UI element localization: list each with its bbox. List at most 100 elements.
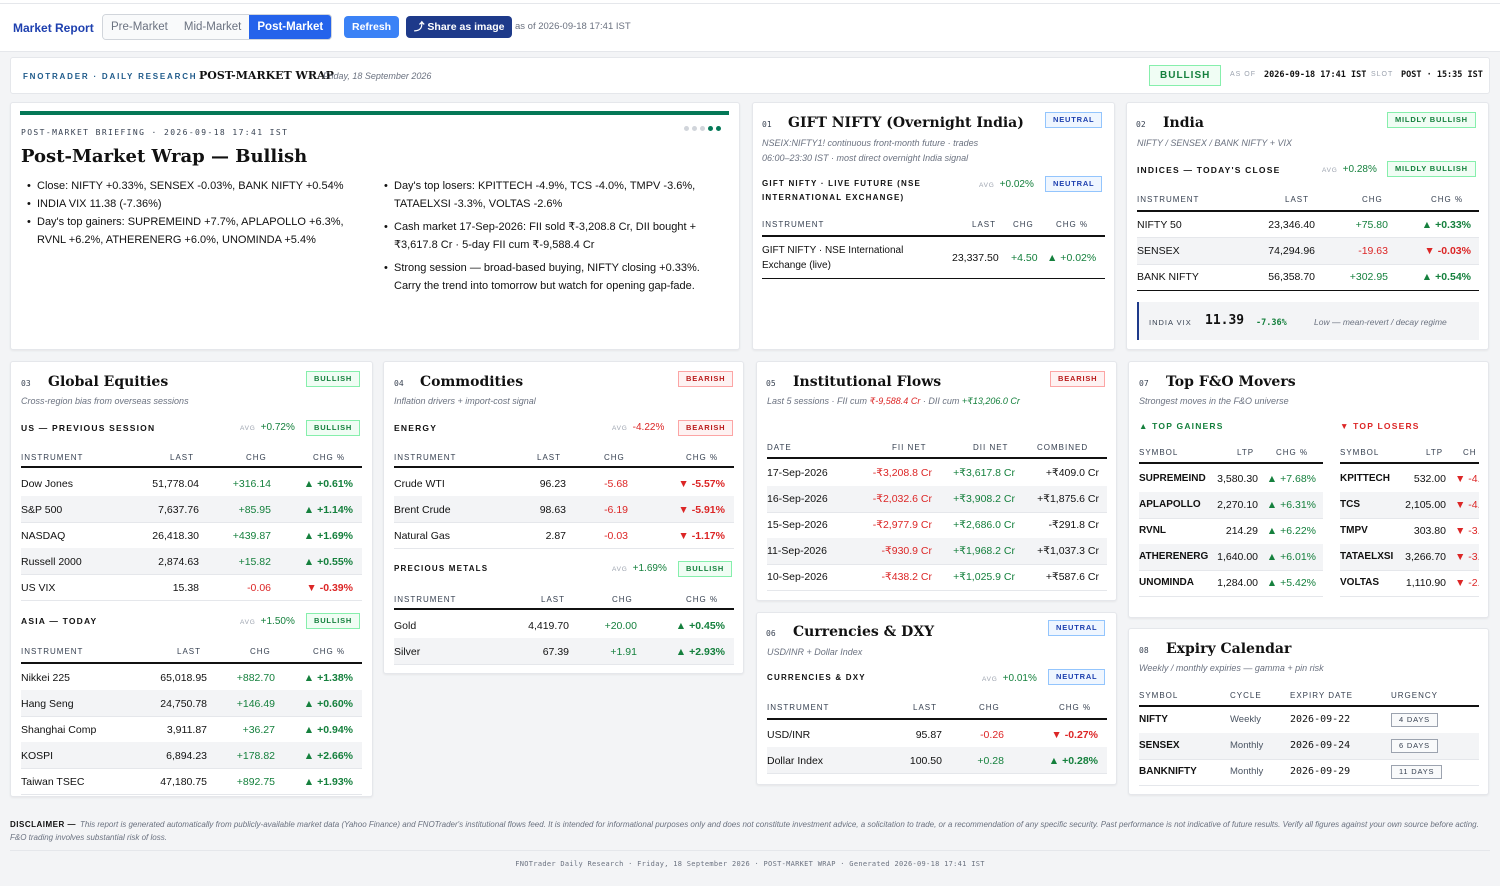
- share-label: Share as image: [427, 21, 505, 33]
- row-name: Shanghai Comp: [21, 724, 97, 736]
- tab-pre-market[interactable]: Pre-Market: [103, 15, 176, 39]
- flow-dii: +₹3,617.8 Cr: [953, 467, 1015, 479]
- row-chg: +178.82: [236, 750, 275, 762]
- row-last: 96.23: [539, 478, 566, 490]
- row-chg: +36.27: [242, 724, 275, 736]
- avg-key: AVG: [979, 182, 995, 189]
- row-divider: [767, 590, 1107, 591]
- table-header-rule: [767, 718, 1107, 720]
- us-avg: AVG +0.72%: [240, 422, 295, 433]
- india-row-chg: +302.95: [1349, 271, 1388, 283]
- row-chg: -5.68: [604, 478, 628, 490]
- row-last: 47,180.75: [160, 776, 207, 788]
- briefing-list-left: Close: NIFTY +0.33%, SENSEX -0.03%, BANK…: [27, 177, 367, 249]
- row-chg: +892.75: [236, 776, 275, 788]
- row-name: Silver: [394, 646, 421, 658]
- footer-text: FNOTrader Daily Research · Friday, 18 Se…: [515, 860, 985, 868]
- flow-combined: +₹1,875.6 Cr: [1037, 493, 1099, 505]
- vix-box: [1137, 302, 1479, 340]
- flows-badge: BEARISH: [1050, 371, 1106, 387]
- share-image-button[interactable]: ⤴ Share as image: [406, 16, 513, 38]
- india-row-chg: -19.63: [1358, 245, 1388, 257]
- india-title: India: [1163, 115, 1204, 131]
- comm-sub: Inflation drivers + import-cost signal: [394, 396, 536, 406]
- flows-sub-text: · DII cum: [922, 396, 960, 406]
- row-last: 3,911.87: [166, 724, 207, 736]
- flow-dii: +₹1,968.2 Cr: [953, 545, 1015, 557]
- row-chg: -6.19: [604, 504, 628, 516]
- col-instrument: INSTRUMENT: [1137, 195, 1200, 204]
- india-row-last: 23,346.40: [1268, 219, 1315, 231]
- tab-post-market[interactable]: Post-Market: [249, 15, 332, 39]
- row-chg: +316.14: [232, 478, 271, 490]
- gift-badge: NEUTRAL: [1045, 112, 1103, 128]
- share-icon: ⤴: [414, 21, 428, 33]
- urgency-badge: 4 DAYS: [1391, 713, 1438, 727]
- gift-sub-1: NSEIX:NIFTY1! continuous front-month fut…: [762, 138, 979, 148]
- expiry-symbol: NIFTY: [1139, 714, 1168, 725]
- asof-key: AS OF: [1230, 71, 1257, 78]
- row-pct: ▲ +0.28%: [1048, 755, 1098, 767]
- table-header-rule: [1137, 210, 1479, 212]
- row-chg: +882.70: [236, 672, 275, 684]
- flow-date: 16-Sep-2026: [767, 493, 828, 505]
- row-pct: ▲ +2.93%: [675, 646, 725, 658]
- row-stripe: [21, 496, 362, 522]
- asof-text: as of 2026-09-18 17:41 IST: [515, 21, 631, 32]
- col-chg-pct: CHG %: [686, 453, 719, 462]
- row-name: Gold: [394, 620, 417, 632]
- col-instrument: INSTRUMENT: [21, 647, 84, 656]
- flow-date: 17-Sep-2026: [767, 467, 828, 479]
- avg-key: AVG: [1322, 167, 1338, 174]
- row-pct: ▲ +1.69%: [303, 530, 353, 542]
- flow-combined: +₹409.0 Cr: [1045, 467, 1099, 479]
- col-ltp: LTP: [1237, 448, 1255, 457]
- row-pct: ▲ +0.45%: [675, 620, 725, 632]
- row-divider: [1137, 290, 1479, 291]
- gainer-pct: ▲ +6.22%: [1266, 525, 1316, 537]
- col-chg: CHG: [250, 647, 271, 656]
- card-number: 05: [766, 379, 776, 388]
- col-combined: COMBINED: [1037, 443, 1089, 452]
- asof-value: 2026-09-18 17:41 IST: [1264, 70, 1367, 80]
- row-name: Nikkei 225: [21, 672, 71, 684]
- gainer-symbol: RVNL: [1139, 525, 1167, 536]
- vix-regime: Low — mean-revert / decay regime: [1314, 317, 1447, 327]
- loser-pct: ▼ -4.: [1455, 499, 1479, 511]
- loser-ltp: 3,266.70: [1405, 551, 1446, 563]
- brand-link[interactable]: Market Report: [13, 21, 94, 35]
- vix-change: -7.36%: [1256, 318, 1287, 328]
- urgency-badge: 11 DAYS: [1391, 765, 1443, 779]
- refresh-button[interactable]: Refresh: [344, 16, 400, 38]
- flow-date: 10-Sep-2026: [767, 571, 828, 583]
- bias-badge: BULLISH: [1149, 65, 1222, 86]
- row-name: Taiwan TSEC: [21, 776, 85, 788]
- row-pct: ▲ +0.60%: [303, 698, 353, 710]
- row-name: S&P 500: [21, 504, 63, 516]
- loser-ltp: 2,105.00: [1405, 499, 1446, 511]
- table-header-rule: [762, 235, 1105, 237]
- col-chg: CHG: [979, 703, 1000, 712]
- col-symbol: SYMBOL: [1340, 448, 1380, 457]
- vix-value: 11.39: [1205, 313, 1245, 328]
- col-chg-pct: CHG %: [686, 595, 719, 604]
- row-chg: +85.95: [238, 504, 271, 516]
- gainer-pct: ▲ +5.42%: [1266, 577, 1316, 589]
- gainers-section: ▲ TOP GAINERS: [1139, 421, 1224, 431]
- row-pct: ▲ +2.66%: [303, 750, 353, 762]
- expiry-date: 2026-09-22: [1290, 714, 1351, 725]
- loser-ltp: 532.00: [1413, 473, 1446, 485]
- tab-mid-market[interactable]: Mid-Market: [175, 15, 250, 39]
- slot-progress-dots: [684, 126, 721, 131]
- asia-avg: AVG +1.50%: [240, 616, 295, 627]
- row-divider: [1139, 785, 1479, 786]
- col-last: LAST: [1285, 195, 1310, 204]
- report-title: POST-MARKET WRAP: [199, 69, 334, 82]
- row-name: Hang Seng: [21, 698, 74, 710]
- col-last: LAST: [541, 595, 566, 604]
- expiry-cycle: Monthly: [1230, 740, 1264, 751]
- col-chg-pct: CHG %: [1276, 448, 1309, 457]
- gift-title: GIFT NIFTY (Overnight India): [788, 115, 1024, 131]
- india-row-chg: +75.80: [1355, 219, 1388, 231]
- row-last: 67.39: [542, 646, 569, 658]
